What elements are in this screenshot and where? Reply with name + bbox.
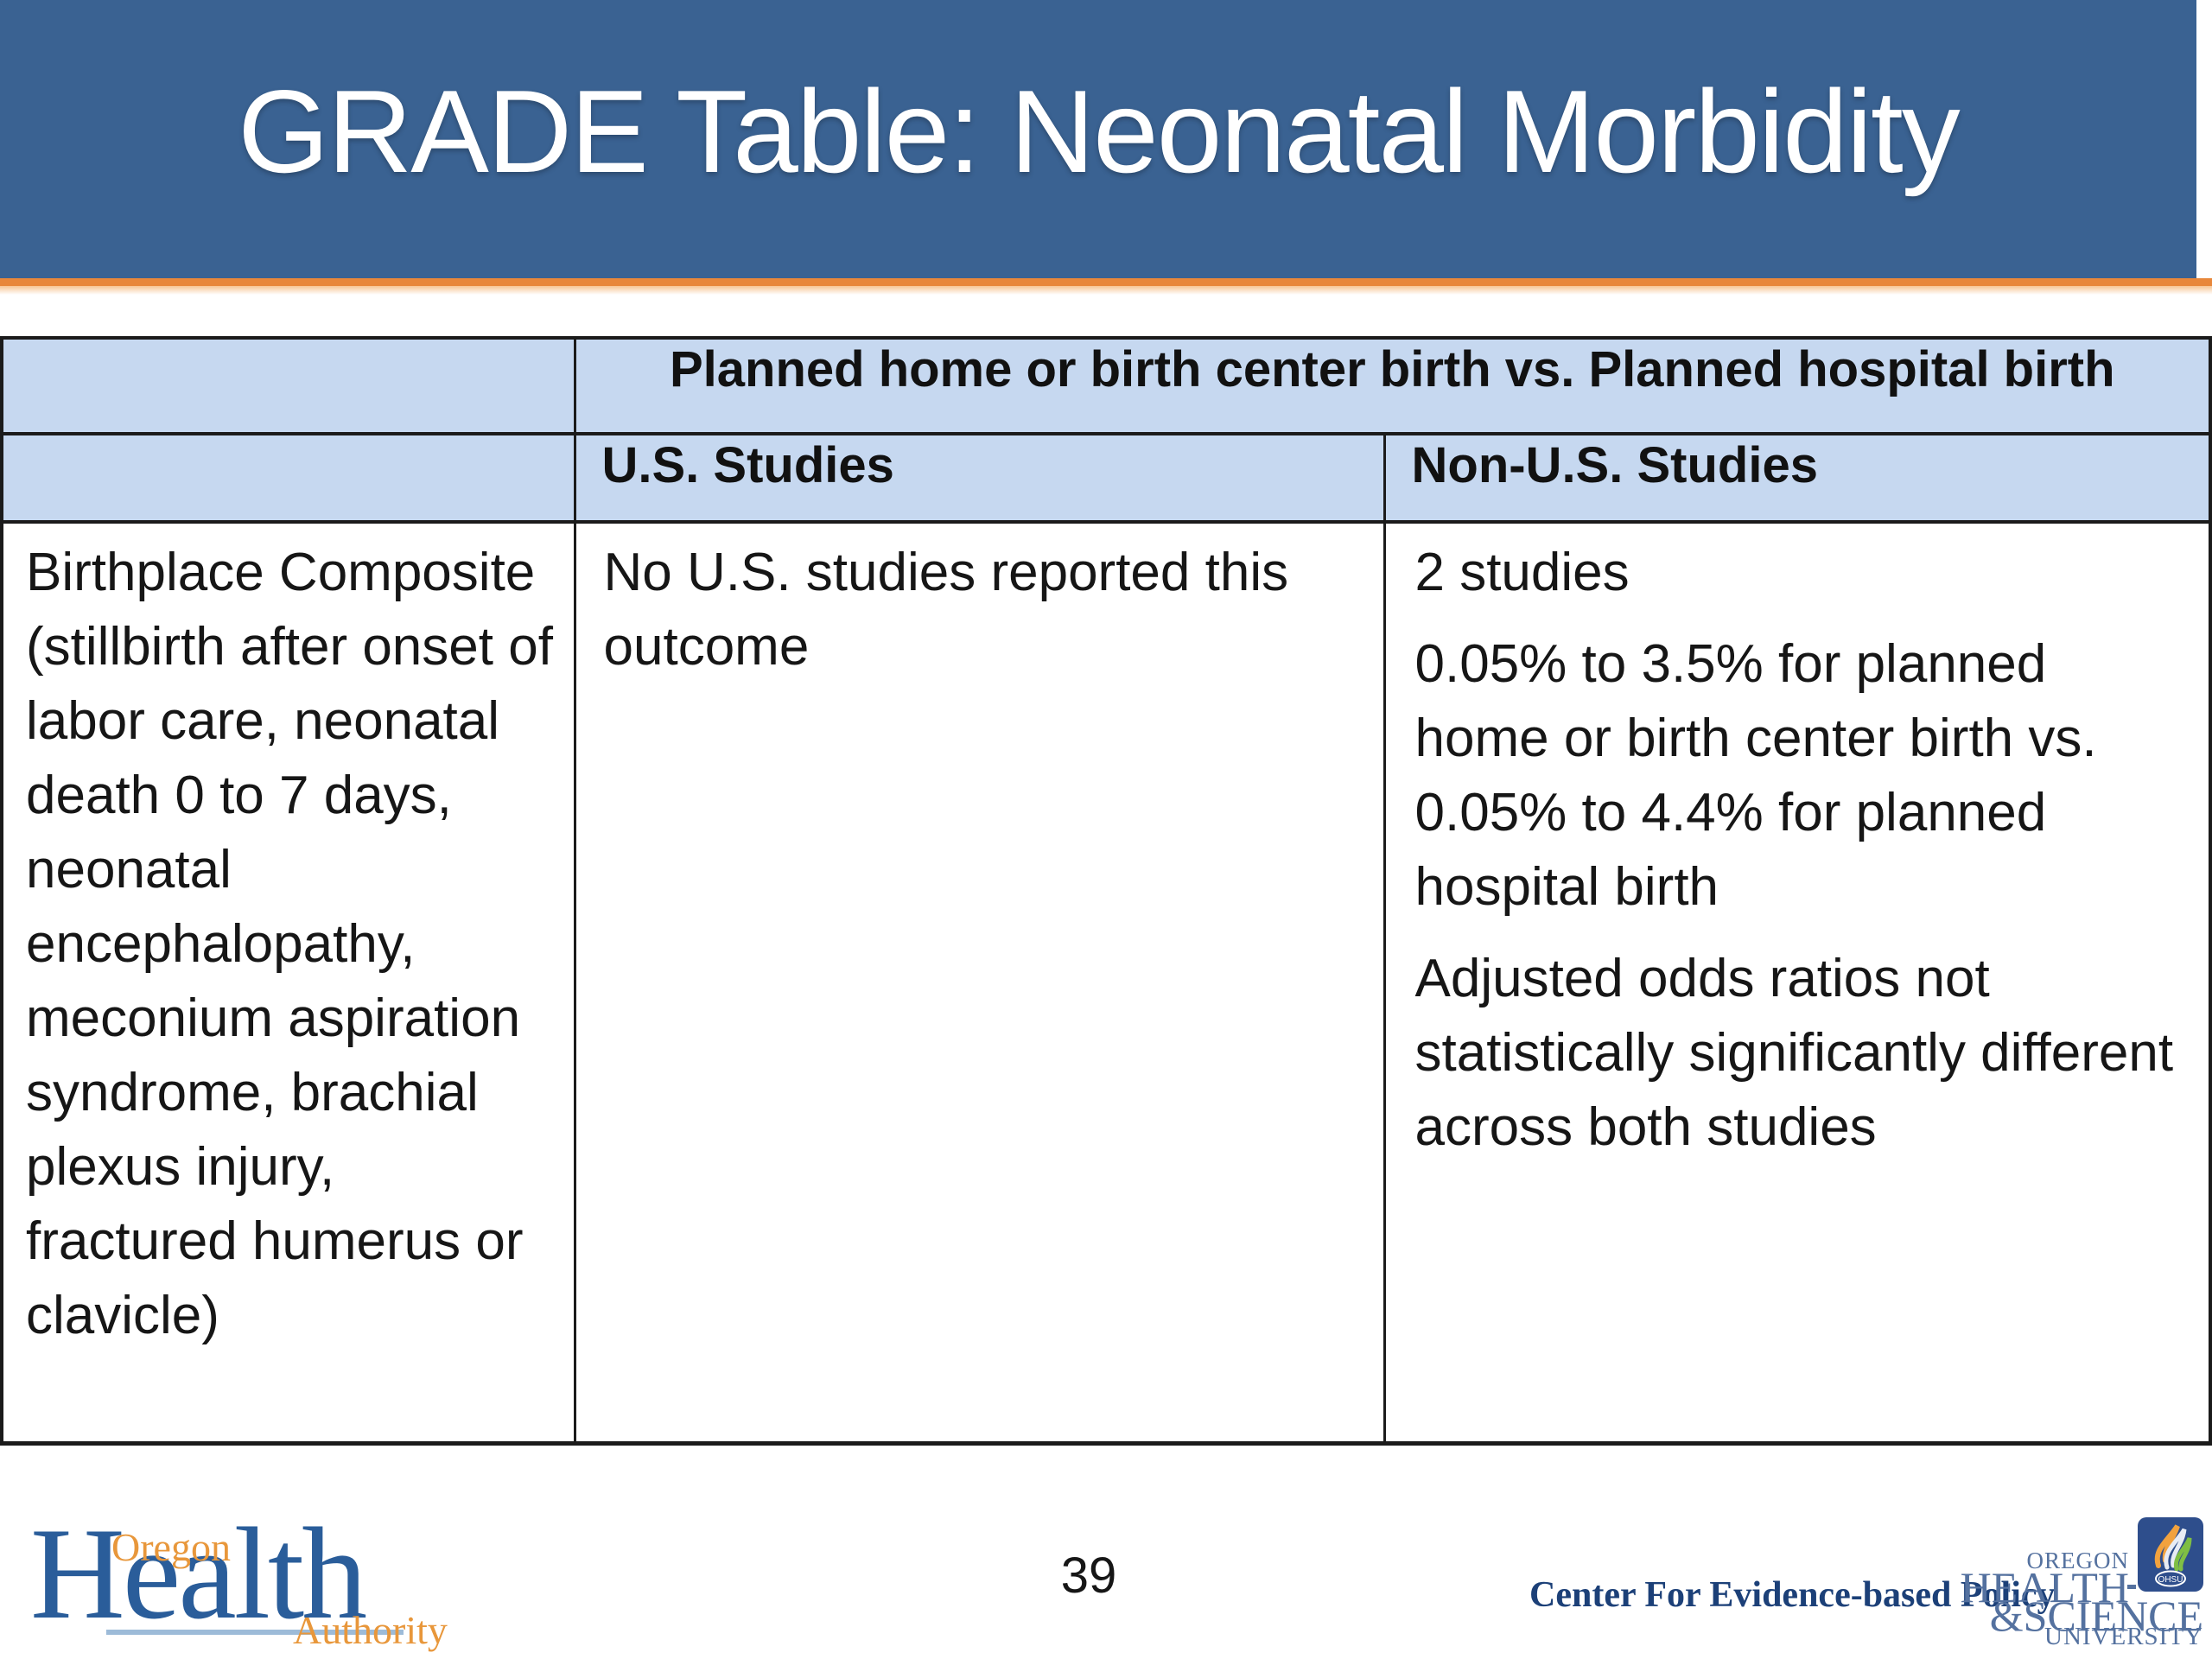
us-studies-cell: No U.S. studies reported this outcome xyxy=(573,520,1386,1446)
ohsu-flame-icon: OHSU xyxy=(2154,1524,2192,1587)
oregon-health-authority-logo: Health Oregon Authority xyxy=(30,1501,448,1652)
accent-divider-fade xyxy=(0,286,2212,295)
ohsu-logo: OREGON HEALTH &SCIENCE UNIVERSITY OHSU xyxy=(1961,1510,2205,1653)
page-number: 39 xyxy=(1060,1548,1117,1604)
ohsu-health-label: HEALTH xyxy=(1960,1563,2129,1611)
ohsu-science-label: &SCIENCE xyxy=(1989,1592,2203,1640)
non-us-studies-odds: Adjusted odds ratios not statistically s… xyxy=(1414,949,2174,1157)
column-header-us-studies: U.S. Studies xyxy=(573,432,1386,524)
accent-divider xyxy=(0,278,2212,286)
ohsu-tick-mark xyxy=(2127,1585,2136,1589)
oha-underline xyxy=(106,1630,404,1635)
non-us-studies-count: 2 studies xyxy=(1414,543,1630,602)
table-header-row-comparison: Planned home or birth center birth vs. P… xyxy=(0,336,2212,435)
non-us-studies-rates: 0.05% to 3.5% for planned home or birth … xyxy=(1414,634,2097,917)
grade-table: Planned home or birth center birth vs. P… xyxy=(0,336,2212,1446)
column-header-non-us-studies: Non-U.S. Studies xyxy=(1382,432,2212,524)
ohsu-badge: OHSU xyxy=(2138,1517,2203,1592)
ohsu-university-label: UNIVERSITY xyxy=(2044,1623,2203,1650)
header-empty-cell xyxy=(0,336,576,435)
table-header-row-columns: U.S. Studies Non-U.S. Studies xyxy=(0,432,2212,524)
table-row: Birthplace Composite (stillbirth after o… xyxy=(0,520,2212,1446)
comparison-header-cell: Planned home or birth center birth vs. P… xyxy=(573,336,2212,435)
non-us-studies-cell: 2 studies 0.05% to 3.5% for planned home… xyxy=(1382,520,2212,1446)
ohsu-oregon-label: OREGON xyxy=(2026,1548,2129,1573)
page-title: GRADE Table: Neonatal Morbidity xyxy=(238,66,1961,197)
oha-oregon-wordmark: Oregon xyxy=(111,1525,231,1569)
header-empty-cell xyxy=(0,432,576,524)
outcome-cell: Birthplace Composite (stillbirth after o… xyxy=(0,520,576,1446)
oha-health-wordmark: Health xyxy=(30,1501,367,1646)
oha-authority-wordmark: Authority xyxy=(293,1608,448,1652)
svg-text:OHSU: OHSU xyxy=(2158,1575,2183,1585)
center-for-evidence-based-policy-label: Center For Evidence-based Policy xyxy=(1529,1575,2056,1615)
title-band: GRADE Table: Neonatal Morbidity xyxy=(0,0,2196,278)
